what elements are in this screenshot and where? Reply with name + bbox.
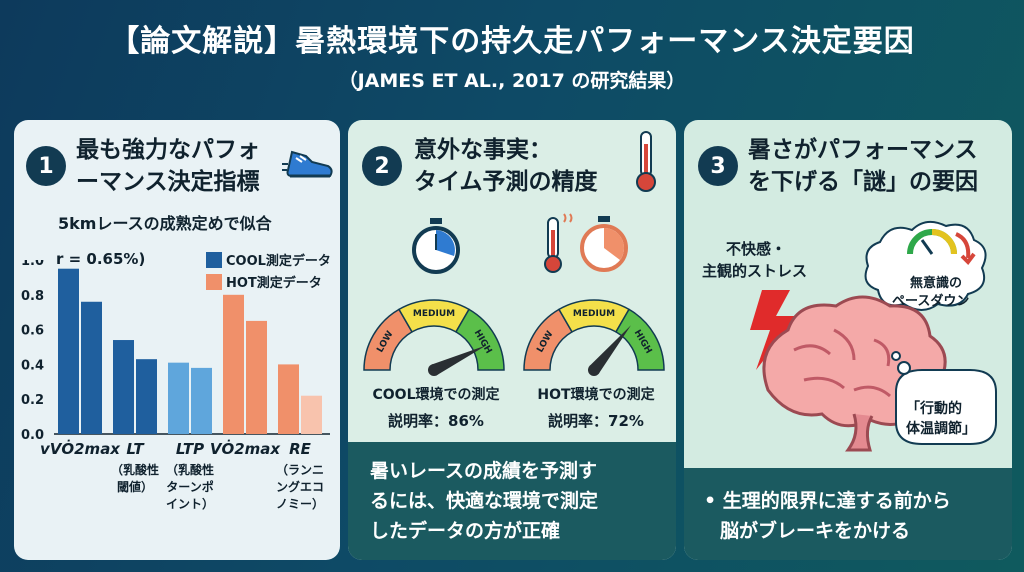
x-tick-sublabel: （乳酸性 xyxy=(166,462,214,477)
x-tick-sublabel: ノミー） xyxy=(276,496,324,511)
bar xyxy=(278,364,299,434)
bar xyxy=(168,362,189,434)
panel3-footer-line1: • 生理的限界に達する前から xyxy=(704,490,951,512)
y-tick-label: 0.6 xyxy=(21,324,44,339)
legend-hot-label: HOT測定データ xyxy=(226,276,322,291)
bar xyxy=(246,320,267,434)
y-tick-label: 0.2 xyxy=(21,393,44,408)
gauge-hub xyxy=(588,364,600,376)
x-tick-label: RE xyxy=(289,440,312,458)
gauge-needle xyxy=(589,325,631,374)
panel1-heading-line2: ーマンス決定指標 xyxy=(76,169,260,195)
page-title: 【論文解説】暑熱環境下の持久走パフォーマンス決定要因 xyxy=(109,24,915,59)
panel2-heading-line2: タイム予測の精度 xyxy=(414,169,598,195)
cool-measure-label: COOL環境での測定 xyxy=(372,387,500,403)
hot-stopwatch-icon xyxy=(544,213,628,273)
legend-cool-swatch xyxy=(206,252,222,268)
legend-hot-swatch xyxy=(206,274,222,290)
x-tick-sublabel: ングエコ xyxy=(276,479,324,494)
x-tick-label: VȮ2max xyxy=(210,439,282,458)
bubble-pacedown-line1: 無意識の xyxy=(910,276,963,291)
y-tick-label: 1.0 xyxy=(21,260,44,269)
x-tick-sublabel: ターンポ xyxy=(166,479,213,494)
gauge-label: MEDIUM xyxy=(573,309,615,319)
chart-title: 5kmレースの成熟定めで似合 xyxy=(58,214,272,233)
hot-measure-value: 説明率：72% xyxy=(548,412,644,430)
bar xyxy=(58,268,79,434)
gauge-segment xyxy=(614,308,665,371)
panel3-footer: • 生理的限界に達する前から 脳がブレーキをかける xyxy=(684,468,1012,560)
page-subtitle: （JAMES ET AL., 2017 の研究結果） xyxy=(338,70,686,92)
bar xyxy=(136,359,157,434)
x-tick-sublabel: 閾値） xyxy=(117,479,153,494)
bar xyxy=(301,395,322,434)
panel-prediction-accuracy: 2 意外な事実： タイム予測の精度 LOW MEDIUM HIGH LOW MEDIU… xyxy=(348,120,676,560)
panel1-heading-line1: 最も強力なパフォ xyxy=(76,137,260,163)
panel-number-2: 2 xyxy=(362,146,402,186)
bar xyxy=(191,367,212,434)
correlation-note: r = 0.65%) xyxy=(56,250,146,268)
gauge-needle xyxy=(431,345,487,376)
y-tick-label: 0.4 xyxy=(21,358,44,373)
panel2-footer-line3: したデータの方が正確 xyxy=(370,520,561,542)
gauge-segment xyxy=(454,308,505,371)
thermometer-icon xyxy=(636,131,656,192)
panel3-footer-line2: 脳がブレーキをかける xyxy=(720,520,911,542)
gauge-label: MEDIUM xyxy=(413,309,455,319)
bubble-pacedown-line2: ペースダウン xyxy=(892,294,970,309)
panel3-heading-line1: 暑さがパフォーマンス xyxy=(748,137,978,163)
x-tick-label: LT xyxy=(126,440,145,458)
x-tick-sublabel: （乳酸性 xyxy=(111,462,159,477)
panel-mystery-factor: 3 暑さがパフォーマンス を下げる「謎」の要因 不快感・ 主観的ストレス 無意識… xyxy=(684,120,1012,560)
cool-measure-value: 説明率：86% xyxy=(388,412,484,430)
panel2-footer: 暑いレースの成績を予測す るには、快適な環境で測定 したデータの方が正確 xyxy=(348,442,676,560)
gauge-hub xyxy=(428,364,440,376)
panel-performance-indicator: 1 最も強力なパフォ ーマンス決定指標 5kmレースの成熟定めで似合 r = 0… xyxy=(14,120,340,560)
bubble-thermoreg-line2: 体温調節」 xyxy=(906,421,976,437)
y-tick-label: 0.8 xyxy=(21,289,44,304)
speech-bubble-icon xyxy=(895,369,997,445)
stopwatch-icon xyxy=(412,218,460,274)
x-tick-sublabel: （ランニ xyxy=(276,462,324,477)
panel3-heading-line2: を下げる「謎」の要因 xyxy=(748,169,978,195)
lightning-icon xyxy=(750,290,798,370)
stress-label-line2: 主観的ストレス xyxy=(702,262,808,280)
bubble-thermoreg-line1: 「行動的 xyxy=(906,401,962,417)
panel-number-1: 1 xyxy=(26,146,66,186)
bar xyxy=(223,294,244,434)
panel-number-3: 3 xyxy=(698,146,738,186)
x-tick-sublabel: イント） xyxy=(166,496,214,511)
hot-measure-label: HOT環境での測定 xyxy=(537,387,655,403)
brain-illustration xyxy=(750,220,997,452)
legend-cool-label: COOL測定データ xyxy=(226,254,331,269)
panel2-footer-line1: 暑いレースの成績を予測す xyxy=(370,460,598,482)
x-tick-label: vVȮ2max xyxy=(40,439,121,458)
stress-label-line1: 不快感・ xyxy=(726,240,787,258)
x-tick-label: LTP xyxy=(176,440,204,458)
y-tick-label: 0.0 xyxy=(21,428,44,443)
running-shoe-icon xyxy=(282,150,333,178)
bar xyxy=(113,340,134,434)
panel2-heading-line1: 意外な事実： xyxy=(414,137,552,163)
panel2-footer-line2: るには、快適な環境で測定 xyxy=(370,490,599,512)
bar xyxy=(81,301,102,434)
